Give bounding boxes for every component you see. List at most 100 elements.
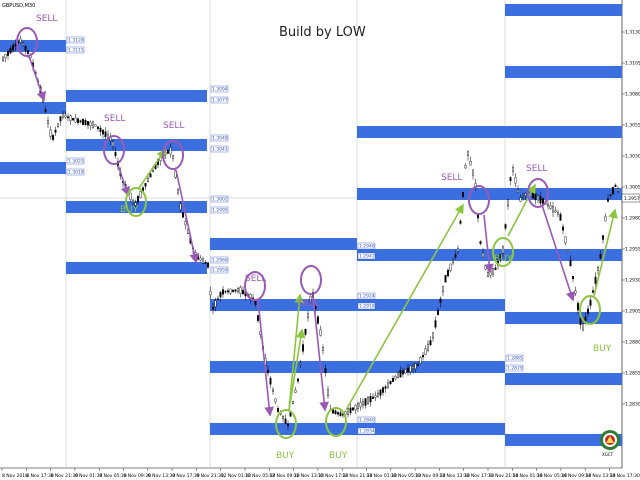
level-label-box	[357, 252, 376, 260]
candle-body	[357, 403, 360, 409]
sell-arrow	[312, 294, 329, 412]
candle-body	[549, 205, 552, 209]
level-label-box	[210, 85, 229, 93]
candle-body	[434, 320, 437, 328]
candle-body	[462, 191, 465, 198]
zone-box	[357, 249, 505, 261]
signal-labels-layer: SELL SELL SELL SELL SELL SELL SELL BUY BUY BUY BUY…	[36, 14, 612, 461]
level-label-box	[210, 256, 229, 264]
sell-arrow	[541, 204, 576, 302]
time-tick-label: 14 Nov 05:30	[537, 473, 567, 479]
candle-body	[176, 188, 179, 194]
candle-body	[76, 118, 79, 123]
time-tick-label: 9 Nov 05:30	[99, 473, 127, 479]
candle-body	[4, 54, 7, 59]
candle-body	[62, 113, 65, 118]
zone-box	[210, 238, 357, 250]
candle-body	[384, 386, 387, 389]
candle-body	[214, 300, 217, 307]
sell-signal-circle	[527, 178, 549, 208]
time-tick-label: 9 Nov 17:30	[172, 473, 200, 479]
candle-body	[607, 198, 610, 202]
level-label-text: 1.3094	[212, 87, 228, 93]
candle-body	[101, 129, 104, 135]
candle-body	[612, 187, 615, 195]
signal-label-sell: SELL	[163, 121, 184, 131]
candle-body	[572, 275, 575, 280]
level-label-box	[210, 96, 229, 104]
level-label-text: 1.2918	[359, 304, 375, 310]
buy-signal-circle	[125, 187, 147, 217]
candle-body	[59, 116, 62, 122]
candle-body	[389, 380, 392, 385]
candle-body	[437, 309, 440, 315]
candle-body	[319, 329, 322, 336]
level-label-text: 1.2948	[359, 244, 375, 250]
level-label-box	[505, 364, 524, 372]
candle-body	[464, 165, 467, 169]
sell-arrow	[175, 169, 199, 264]
level-labels-layer: 1.3128 1.3115 1.3094 1.3077 1.3048 1.3041 1.30…	[66, 36, 524, 435]
candle-body	[559, 213, 562, 221]
level-label-box	[357, 302, 376, 310]
sell-signal-circle	[16, 27, 38, 57]
level-label-box	[357, 416, 376, 424]
time-tick-label: 9 Nov 09:30	[124, 473, 152, 479]
level-label-box	[210, 145, 229, 153]
candle-body	[64, 115, 67, 118]
candle-body	[204, 262, 207, 264]
candle-body	[609, 194, 612, 197]
sell-signal-circle	[300, 265, 322, 295]
candle-body	[49, 129, 52, 137]
symbol-label: GBPUSD,M30	[2, 3, 35, 9]
level-label-text: 1.2885	[507, 356, 523, 362]
candle-body	[522, 196, 525, 198]
candle-body	[151, 169, 154, 173]
sell-arrow	[117, 164, 131, 197]
candle-body	[327, 389, 330, 396]
candle-body	[587, 308, 590, 314]
candle-body	[594, 276, 597, 284]
candle-body	[114, 151, 117, 157]
candle-body	[309, 296, 312, 304]
candle-body	[514, 177, 517, 184]
candle-body	[349, 407, 352, 413]
time-tick-label: 8 Nov 21:30	[51, 473, 79, 479]
zone-box	[505, 434, 622, 446]
level-label-text: 1.2995	[212, 208, 228, 214]
watermark-title: Build by LOW	[279, 25, 366, 40]
candle-body	[181, 212, 184, 218]
zone-box	[505, 126, 622, 138]
level-label-box	[210, 206, 229, 214]
zone-box	[357, 126, 505, 138]
candle-body	[377, 392, 380, 398]
time-tick-label: 13 Nov 21:30	[488, 473, 518, 479]
level-label-text: 1.2834	[359, 429, 375, 435]
candle-body	[144, 183, 147, 187]
time-tick-label: 13 Nov 01:30	[367, 473, 397, 479]
level-label-text: 1.2840	[359, 418, 375, 424]
time-tick-label: 14 Nov 01:30	[512, 473, 542, 479]
candle-body	[139, 191, 142, 198]
level-label-box	[210, 266, 229, 274]
signal-label-sell: SELL	[36, 14, 57, 24]
zone-box	[505, 312, 622, 324]
candle-body	[362, 401, 365, 406]
level-label-box	[357, 242, 376, 250]
level-label-box	[357, 427, 376, 435]
candle-body	[221, 289, 224, 295]
signal-label-sell: SELL	[526, 164, 547, 174]
candle-body	[352, 407, 355, 411]
candle-body	[552, 206, 555, 213]
candle-body	[241, 289, 244, 295]
candle-body	[94, 124, 97, 127]
candle-body	[9, 47, 12, 54]
signal-label-buy: BUY	[593, 344, 612, 354]
level-label-text: 1.3048	[212, 136, 228, 142]
current-price-label: 1.2957	[624, 196, 640, 202]
candle-body	[467, 151, 470, 156]
candle-body	[404, 369, 407, 374]
level-label-box	[66, 36, 85, 44]
